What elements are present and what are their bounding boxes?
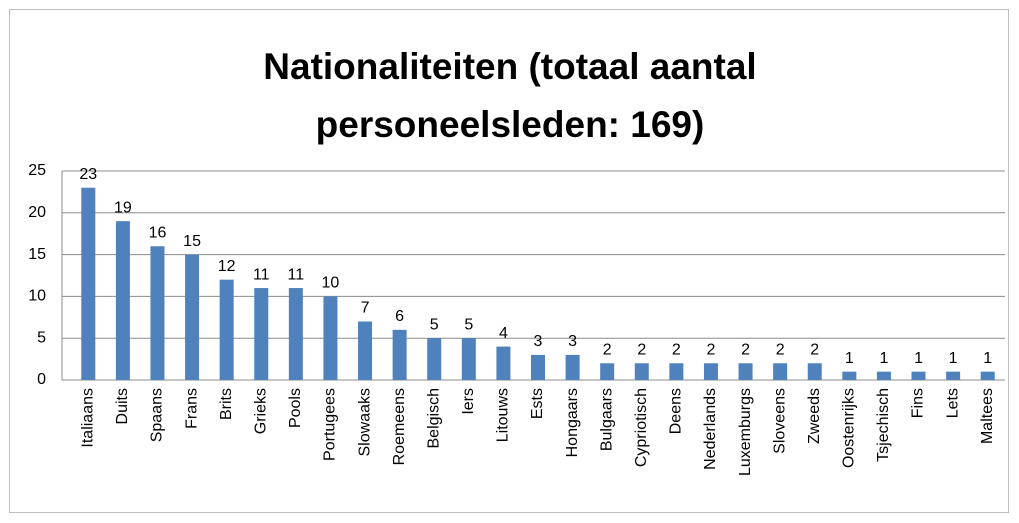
- x-tick-label: Pools: [287, 388, 304, 428]
- bar: [115, 221, 130, 380]
- x-tick-label: Cypriotisch: [633, 388, 650, 467]
- bar: [185, 254, 200, 380]
- data-label: 3: [568, 333, 577, 350]
- data-label: 2: [603, 341, 612, 358]
- x-tick-label: Frans: [183, 388, 200, 429]
- data-label: 11: [253, 266, 270, 283]
- x-tick-label: Ests: [529, 388, 546, 419]
- bar: [738, 363, 753, 380]
- data-label: 3: [534, 333, 543, 350]
- y-tick-label: 0: [37, 371, 46, 388]
- bar: [946, 371, 961, 380]
- x-tick-label: Sloveens: [771, 388, 788, 454]
- y-tick-label: 15: [28, 246, 46, 263]
- bar: [807, 363, 822, 380]
- data-label: 5: [430, 316, 439, 333]
- data-label: 1: [879, 350, 888, 367]
- x-tick-label: Bulgaars: [598, 388, 615, 451]
- bar: [669, 363, 684, 380]
- bar: [392, 329, 407, 380]
- x-tick-label: Roemeens: [391, 388, 408, 465]
- bar: [600, 363, 615, 380]
- chart-title: Nationaliteiten (totaal aantal personeel…: [263, 46, 757, 145]
- bar: [358, 321, 373, 380]
- x-tick-label: Tsjechisch: [875, 388, 892, 462]
- x-tick-label: Nederlands: [702, 388, 719, 470]
- chart-frame: [9, 9, 1009, 513]
- bar: [842, 371, 857, 380]
- data-label: 12: [218, 258, 236, 275]
- x-tick-label: Duits: [114, 388, 131, 424]
- bar: [496, 346, 511, 380]
- bar: [254, 288, 269, 380]
- data-label: 15: [183, 233, 201, 250]
- x-tick-label: Oostenrijks: [841, 388, 858, 468]
- x-tick-label: Maltees: [979, 388, 996, 444]
- data-label: 11: [288, 266, 305, 283]
- x-tick-label: Lets: [944, 388, 961, 418]
- bar: [773, 363, 788, 380]
- bar: [323, 296, 338, 380]
- x-tick-label: Litouws: [495, 388, 512, 442]
- bar: [980, 371, 995, 380]
- x-tick-label: Iers: [460, 388, 477, 415]
- y-tick-label: 20: [28, 204, 46, 221]
- data-label: 1: [914, 350, 923, 367]
- data-label: 23: [79, 166, 97, 183]
- y-tick-label: 10: [28, 288, 46, 305]
- data-label: 10: [322, 275, 340, 292]
- x-tick-label: Brits: [218, 388, 235, 420]
- x-tick-label: Fins: [910, 388, 927, 418]
- x-tick-label: Deens: [668, 388, 685, 434]
- data-label: 2: [672, 341, 681, 358]
- bar: [911, 371, 926, 380]
- x-tick-label: Hongaars: [564, 388, 581, 457]
- data-label: 2: [776, 341, 785, 358]
- x-tick-label: Italiaans: [80, 388, 97, 448]
- data-label: 2: [741, 341, 750, 358]
- bar: [81, 187, 96, 380]
- data-label: 1: [845, 350, 854, 367]
- bar: [531, 354, 545, 380]
- data-label: 2: [810, 341, 819, 358]
- data-label: 7: [361, 300, 370, 317]
- bar: [565, 354, 580, 380]
- data-label: 1: [983, 350, 992, 367]
- x-tick-label: Spaans: [149, 388, 166, 442]
- x-tick-label: Belgisch: [425, 388, 442, 448]
- bar: [461, 338, 476, 380]
- x-tick-label: Slowaaks: [356, 388, 373, 456]
- y-tick-label: 25: [28, 162, 46, 179]
- data-label: 16: [149, 224, 167, 241]
- x-tick-label: Zweeds: [806, 388, 823, 444]
- data-label: 19: [114, 199, 132, 216]
- bar: [288, 288, 303, 380]
- y-tick-label: 5: [37, 329, 46, 346]
- bar: [427, 338, 442, 380]
- x-tick-label: Portugees: [322, 388, 339, 461]
- bar: [219, 279, 234, 380]
- bar: [634, 363, 649, 380]
- data-label: 4: [499, 325, 508, 342]
- data-label: 2: [707, 341, 716, 358]
- x-tick-label: Grieks: [252, 388, 269, 434]
- data-label: 6: [395, 308, 404, 325]
- data-label: 1: [949, 350, 958, 367]
- bar: [703, 363, 718, 380]
- bar: [876, 371, 891, 380]
- data-label: 2: [637, 341, 646, 358]
- data-label: 5: [464, 316, 473, 333]
- bar: [150, 246, 165, 380]
- x-tick-label: Luxemburgs: [737, 388, 754, 476]
